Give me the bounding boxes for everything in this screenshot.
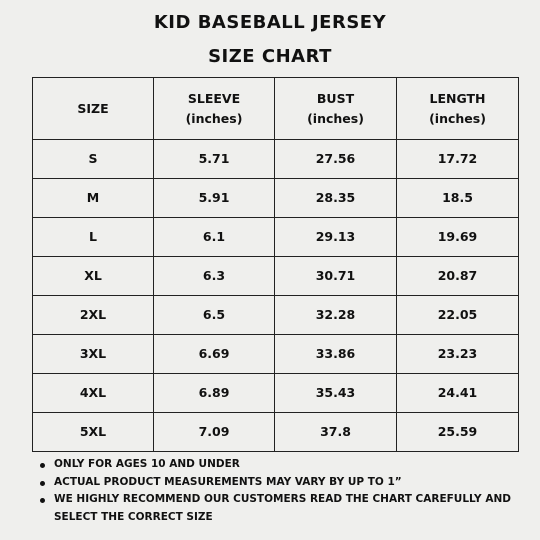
- bust-cell: 37.8: [274, 412, 397, 452]
- length-cell: 23.23: [396, 334, 519, 374]
- sleeve-cell: 5.71: [153, 139, 275, 179]
- column-header-size: SIZE: [32, 77, 154, 140]
- table-row: 4XL 6.89 35.43 24.41: [32, 373, 519, 413]
- bullet-icon: [40, 498, 45, 503]
- size-table: SIZE SLEEVE (inches) BUST (inches) LENGT…: [32, 77, 519, 452]
- length-cell: 24.41: [396, 373, 519, 413]
- table-row: 3XL 6.69 33.86 23.23: [32, 334, 519, 374]
- size-cell: XL: [32, 256, 154, 296]
- length-cell: 17.72: [396, 139, 519, 179]
- column-header-unit: (inches): [307, 110, 364, 126]
- column-header-sleeve: SLEEVE (inches): [153, 77, 275, 140]
- table-row: 5XL 7.09 37.8 25.59: [32, 412, 519, 452]
- bust-cell: 27.56: [274, 139, 397, 179]
- sleeve-cell: 6.3: [153, 256, 275, 296]
- table-row: 2XL 6.5 32.28 22.05: [32, 295, 519, 335]
- sleeve-cell: 5.91: [153, 178, 275, 218]
- page-subtitle: SIZE CHART: [208, 46, 332, 67]
- note-item: ONLY FOR AGES 10 AND UNDER: [38, 456, 528, 474]
- column-header-bust: BUST (inches): [274, 77, 397, 140]
- table-row: XL 6.3 30.71 20.87: [32, 256, 519, 296]
- column-header-unit: (inches): [185, 110, 243, 126]
- column-header-length: LENGTH (inches): [396, 77, 519, 140]
- bust-cell: 29.13: [274, 217, 397, 257]
- size-cell: 5XL: [32, 412, 154, 452]
- table-row: S 5.71 27.56 17.72: [32, 139, 519, 179]
- bust-cell: 35.43: [274, 373, 397, 413]
- sleeve-cell: 7.09: [153, 412, 275, 452]
- column-header-unit: (inches): [429, 110, 486, 126]
- bullet-icon: [40, 463, 45, 468]
- size-cell: 2XL: [32, 295, 154, 335]
- table-row: M 5.91 28.35 18.5: [32, 178, 519, 218]
- sleeve-cell: 6.69: [153, 334, 275, 374]
- size-cell: L: [32, 217, 154, 257]
- sleeve-cell: 6.1: [153, 217, 275, 257]
- column-header-label: BUST: [316, 90, 355, 106]
- notes-list: ONLY FOR AGES 10 AND UNDER ACTUAL PRODUC…: [38, 456, 528, 526]
- page-title: KID BASEBALL JERSEY: [153, 12, 387, 33]
- bust-cell: 28.35: [274, 178, 397, 218]
- length-cell: 19.69: [396, 217, 519, 257]
- sleeve-cell: 6.5: [153, 295, 275, 335]
- column-header-label: SIZE: [77, 100, 109, 116]
- length-cell: 18.5: [396, 178, 519, 218]
- size-cell: M: [32, 178, 154, 218]
- note-text: ONLY FOR AGES 10 AND UNDER: [54, 458, 240, 470]
- sleeve-cell: 6.89: [153, 373, 275, 413]
- size-cell: 3XL: [32, 334, 154, 374]
- note-text: WE HIGHLY RECOMMEND OUR CUSTOMERS READ T…: [54, 493, 511, 523]
- table-header-row: SIZE SLEEVE (inches) BUST (inches) LENGT…: [32, 77, 519, 140]
- column-header-label: LENGTH: [429, 90, 486, 106]
- size-cell: S: [32, 139, 154, 179]
- table-row: L 6.1 29.13 19.69: [32, 217, 519, 257]
- note-item: ACTUAL PRODUCT MEASUREMENTS MAY VARY BY …: [38, 474, 528, 492]
- length-cell: 22.05: [396, 295, 519, 335]
- bust-cell: 32.28: [274, 295, 397, 335]
- bust-cell: 30.71: [274, 256, 397, 296]
- note-item: WE HIGHLY RECOMMEND OUR CUSTOMERS READ T…: [38, 491, 528, 526]
- size-cell: 4XL: [32, 373, 154, 413]
- column-header-label: SLEEVE: [187, 90, 241, 106]
- bullet-icon: [40, 480, 45, 486]
- bust-cell: 33.86: [274, 334, 397, 374]
- note-text: ACTUAL PRODUCT MEASUREMENTS MAY VARY BY …: [54, 475, 402, 488]
- length-cell: 20.87: [396, 256, 519, 296]
- length-cell: 25.59: [396, 412, 519, 452]
